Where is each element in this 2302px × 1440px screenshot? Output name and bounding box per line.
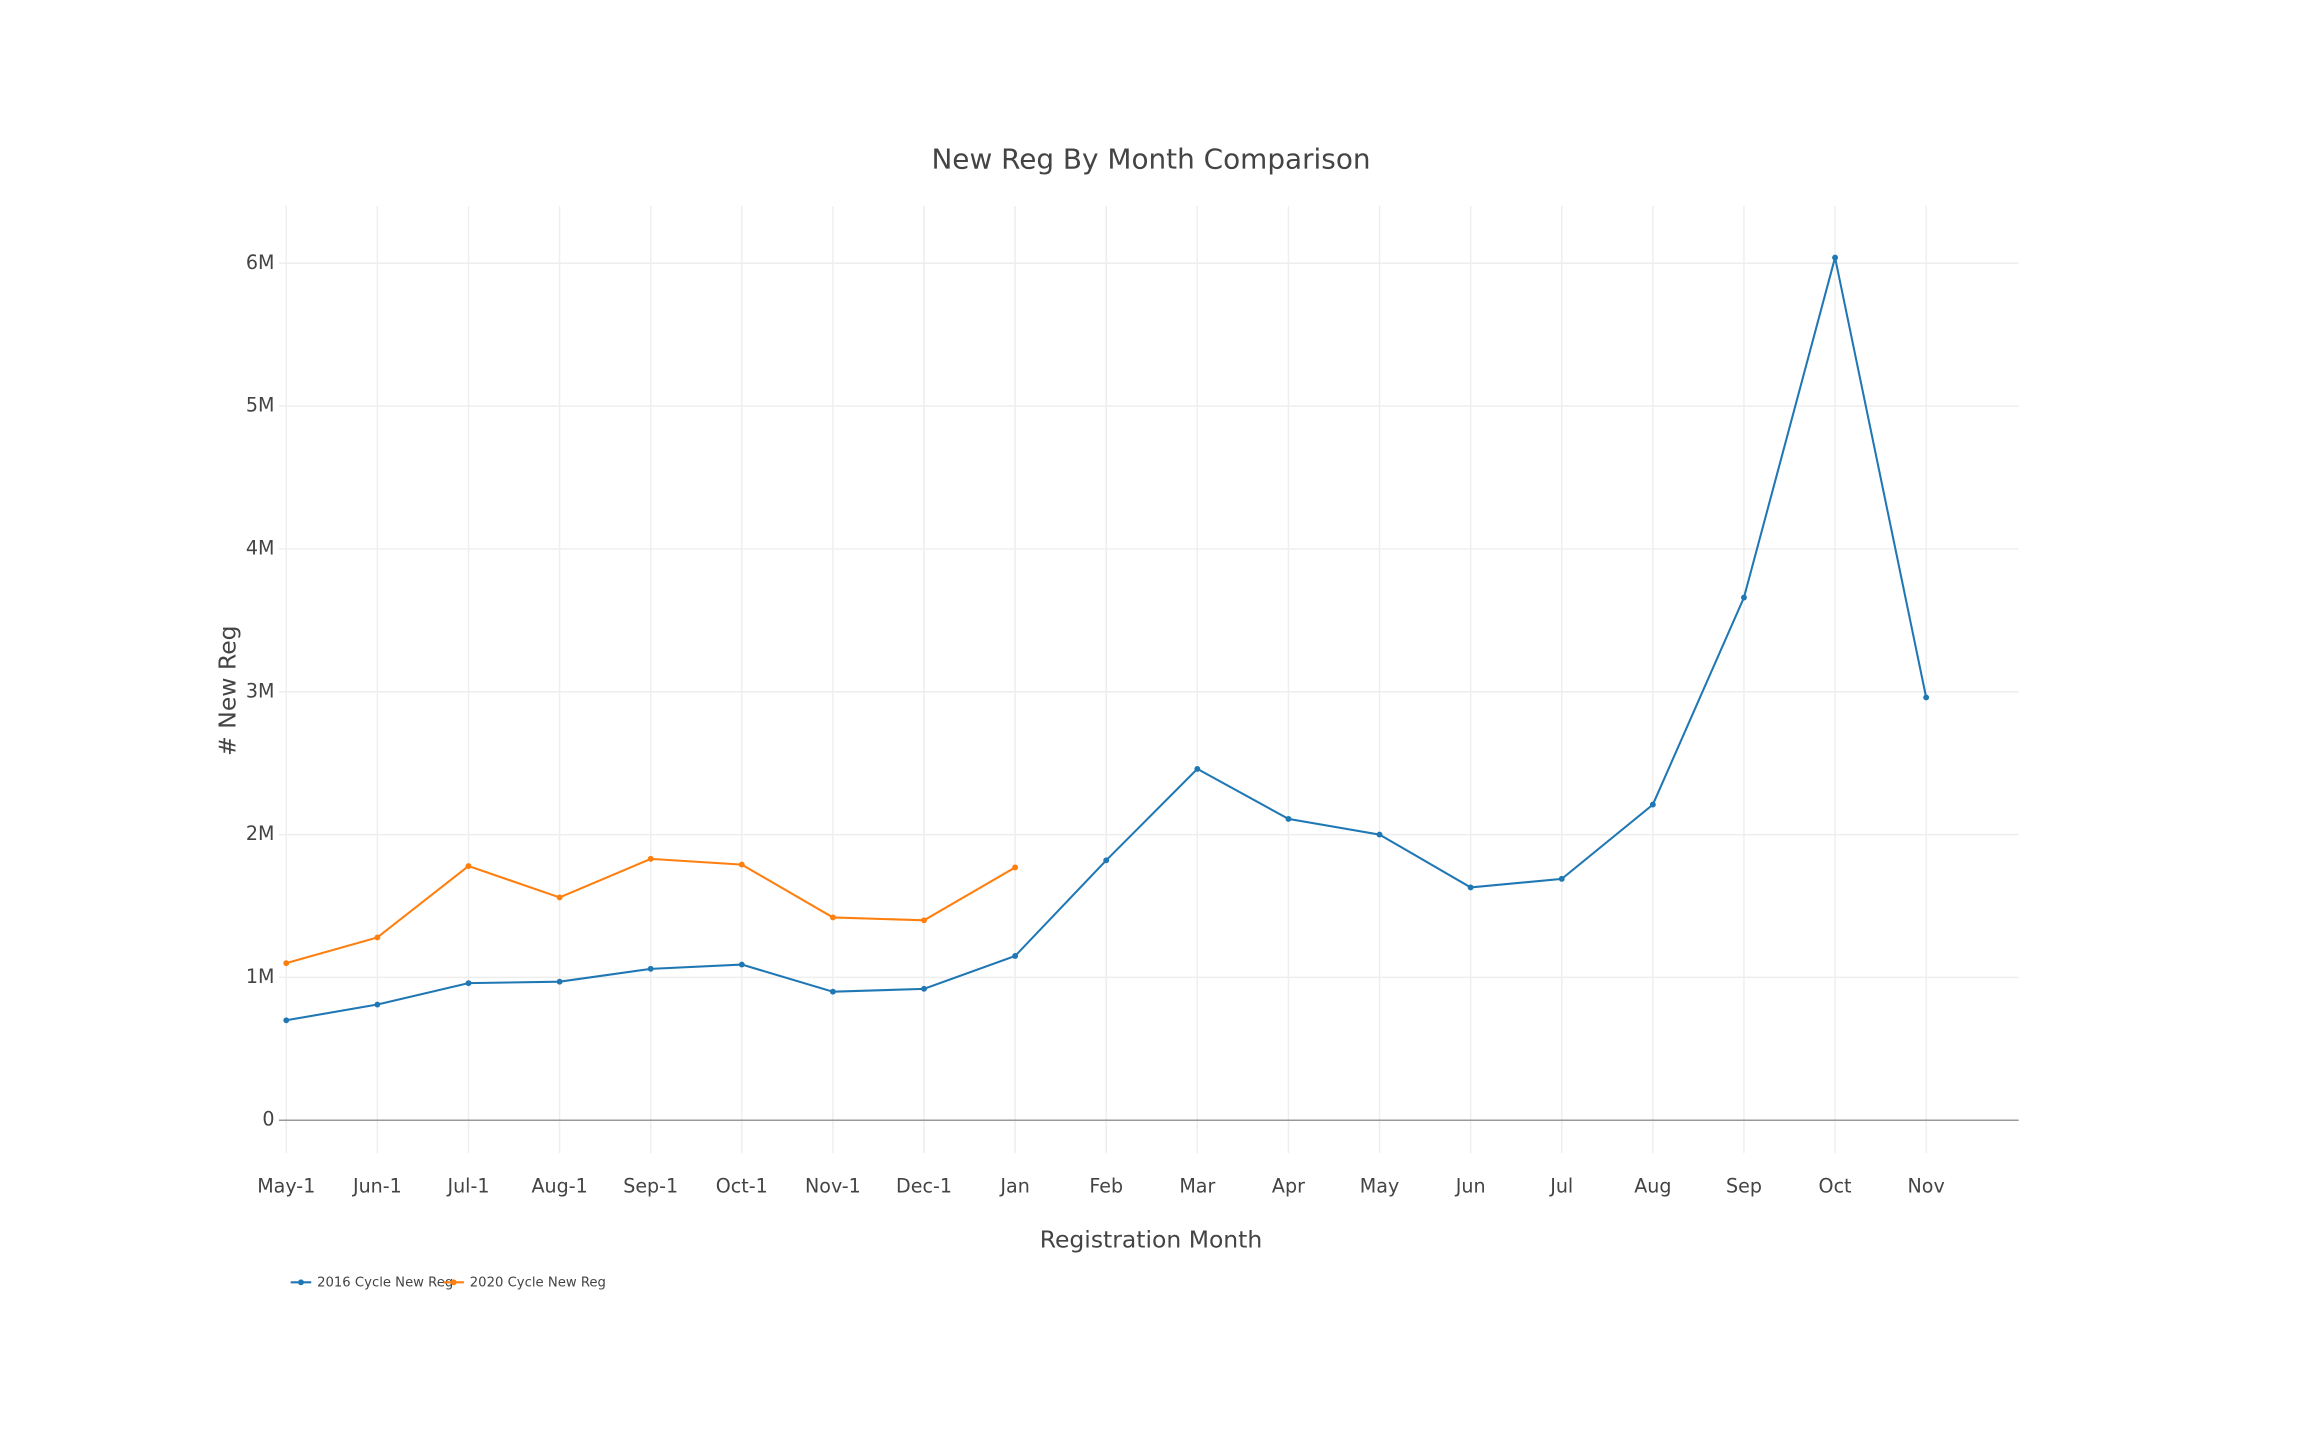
x-tick-label: May-1 xyxy=(257,1175,315,1197)
x-tick-label: Feb xyxy=(1089,1175,1123,1197)
legend-label: 2016 Cycle New Reg xyxy=(317,1275,453,1290)
y-tick-label: 2M xyxy=(246,823,275,845)
chart-title: New Reg By Month Comparison xyxy=(931,143,1370,176)
data-point xyxy=(829,988,836,995)
x-tick-label: Apr xyxy=(1272,1175,1305,1197)
x-tick-label: Oct-1 xyxy=(716,1175,768,1197)
x-tick-label: May xyxy=(1360,1175,1399,1197)
data-point xyxy=(1103,857,1110,864)
x-axis-title: Registration Month xyxy=(1040,1226,1263,1254)
y-tick-label: 1M xyxy=(246,966,275,988)
data-point xyxy=(738,961,745,968)
y-axis-title: # New Reg xyxy=(214,625,242,755)
data-point xyxy=(921,917,927,924)
x-tick-label: Oct xyxy=(1819,1175,1853,1197)
x-tick-label: Dec-1 xyxy=(896,1175,952,1197)
y-tick-label: 3M xyxy=(246,680,275,702)
legend-marker xyxy=(450,1279,457,1286)
data-point xyxy=(829,914,836,921)
data-point xyxy=(1012,953,1019,959)
x-tick-label: Jul xyxy=(1549,1175,1573,1197)
y-tick-label: 6M xyxy=(246,252,275,274)
data-point xyxy=(465,863,472,869)
x-tick-label: Sep xyxy=(1726,1175,1762,1197)
x-tick-label: Aug-1 xyxy=(531,1175,587,1197)
x-tick-label: Mar xyxy=(1179,1175,1215,1197)
x-tick-label: Jun-1 xyxy=(352,1175,402,1197)
data-point xyxy=(921,985,927,992)
data-point xyxy=(1467,884,1474,891)
x-tick-label: Nov xyxy=(1908,1175,1945,1197)
x-tick-label: Jan xyxy=(999,1175,1029,1197)
data-point xyxy=(1832,254,1838,261)
x-tick-label: Jun xyxy=(1455,1175,1486,1197)
data-point xyxy=(1012,864,1019,871)
data-point xyxy=(1376,831,1383,838)
x-tick-label: Aug xyxy=(1634,1175,1671,1197)
data-point xyxy=(647,965,654,972)
y-tick-label: 5M xyxy=(246,395,275,417)
data-point xyxy=(374,1001,381,1008)
data-point xyxy=(1741,594,1747,601)
data-point xyxy=(738,861,745,868)
data-point xyxy=(1194,765,1201,772)
legend-label: 2020 Cycle New Reg xyxy=(470,1275,606,1290)
y-tick-label: 4M xyxy=(246,537,275,559)
data-point xyxy=(647,855,654,862)
data-point xyxy=(1649,801,1656,808)
x-tick-label: Nov-1 xyxy=(805,1175,861,1197)
data-point xyxy=(283,1017,290,1024)
data-point xyxy=(1923,694,1930,701)
legend-marker xyxy=(298,1279,304,1286)
data-point xyxy=(556,894,563,901)
data-point xyxy=(465,980,472,987)
x-tick-label: Jul-1 xyxy=(446,1175,489,1197)
data-point xyxy=(283,960,290,967)
y-tick-label: 0 xyxy=(262,1109,274,1131)
data-point xyxy=(556,978,563,985)
x-tick-label: Sep-1 xyxy=(623,1175,678,1197)
data-point xyxy=(1558,875,1565,882)
data-point xyxy=(374,934,381,941)
data-point xyxy=(1285,815,1292,822)
